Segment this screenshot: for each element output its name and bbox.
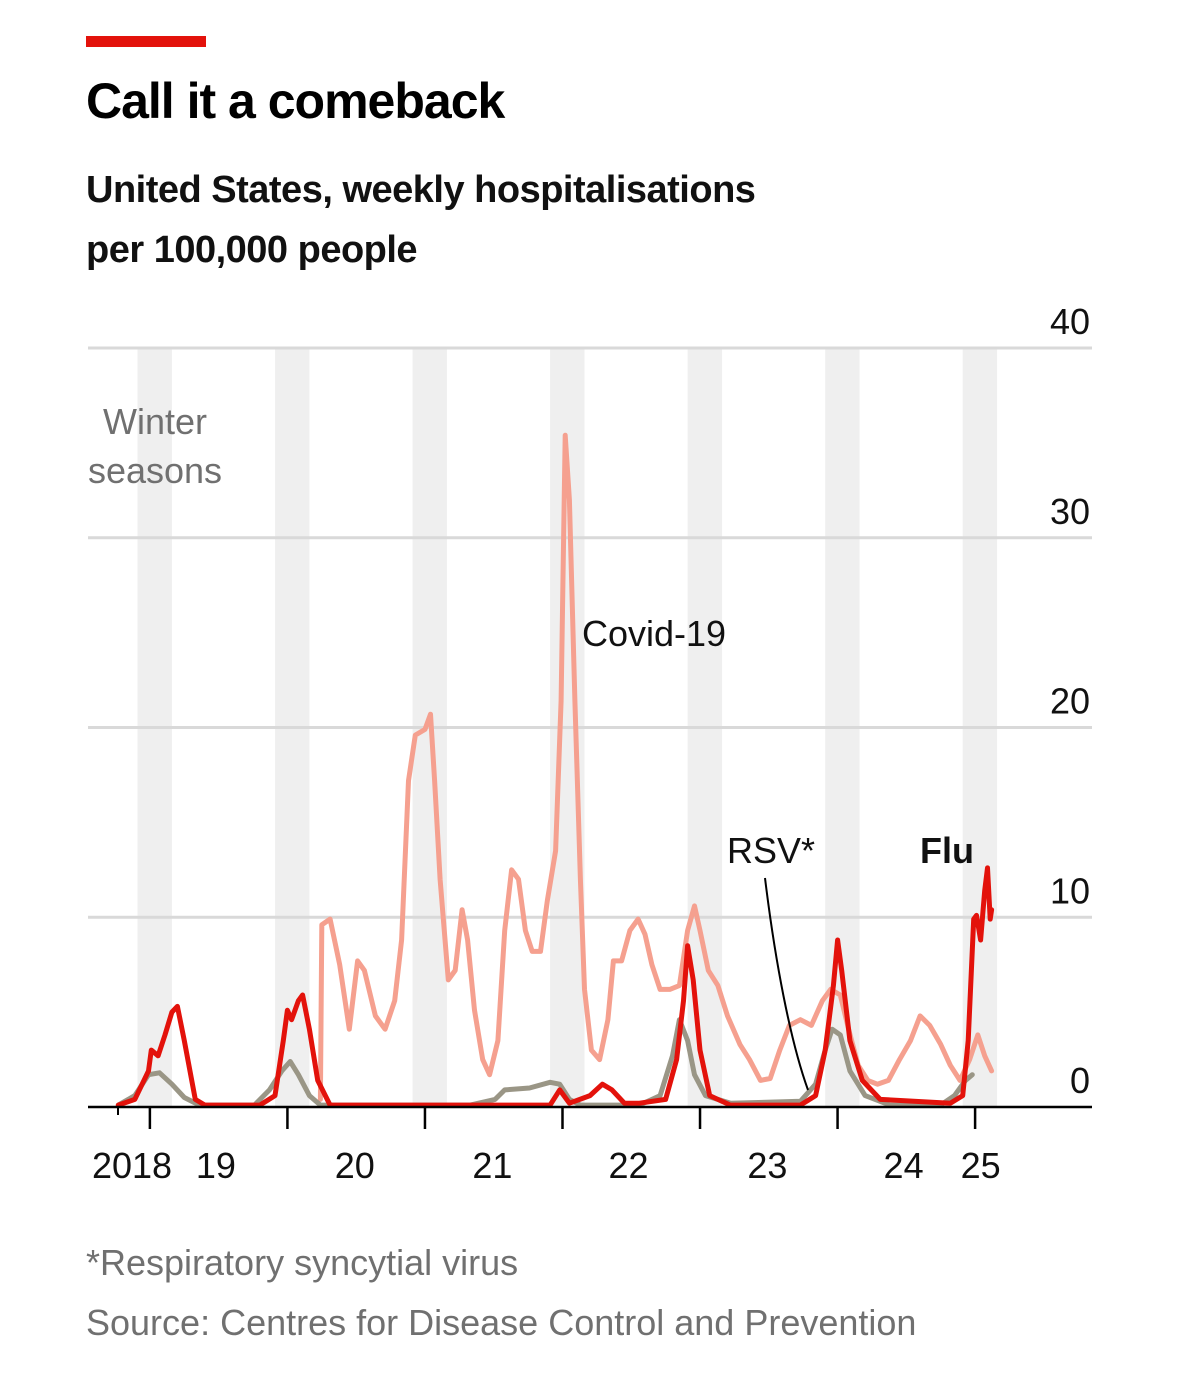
chart-title: Call it a comeback: [86, 73, 505, 129]
series-label: Flu: [920, 830, 974, 871]
footnote: *Respiratory syncytial virus: [86, 1242, 518, 1283]
lines: [115, 432, 995, 1108]
x-tick-label: 24: [884, 1145, 924, 1186]
x-tick-label: 20: [335, 1145, 375, 1186]
grid: 0 10 20 30 40: [88, 301, 1092, 1101]
x-tick-label: 22: [608, 1145, 648, 1186]
y-tick-label: 0: [1070, 1060, 1090, 1101]
accent-bar: [86, 36, 206, 47]
x-tick-label: 19: [196, 1145, 236, 1186]
subtitle: United States, weekly hospitalisations: [86, 169, 755, 211]
y-tick-label: 20: [1050, 681, 1090, 722]
x-tick-label: 25: [961, 1145, 1001, 1186]
shading-label: Winter: [103, 401, 207, 442]
x-axis: 2018 19 20 21 22 23 24 25: [88, 1105, 1092, 1186]
series-label: Covid-19: [582, 613, 726, 654]
x-tick-label: 21: [472, 1145, 512, 1186]
subtitle: per 100,000 people: [86, 229, 417, 271]
y-tick-label: 10: [1050, 870, 1090, 911]
x-tick-label: 23: [747, 1145, 787, 1186]
series-label: RSV*: [727, 830, 815, 871]
y-tick-label: 30: [1050, 491, 1090, 532]
series-line: [115, 865, 995, 1108]
shading-label: seasons: [88, 450, 222, 491]
x-tick-label: 2018: [92, 1145, 172, 1186]
source: Source: Centres for Disease Control and …: [86, 1302, 916, 1343]
pointer: [764, 877, 809, 1091]
y-tick-label: 40: [1050, 301, 1090, 342]
